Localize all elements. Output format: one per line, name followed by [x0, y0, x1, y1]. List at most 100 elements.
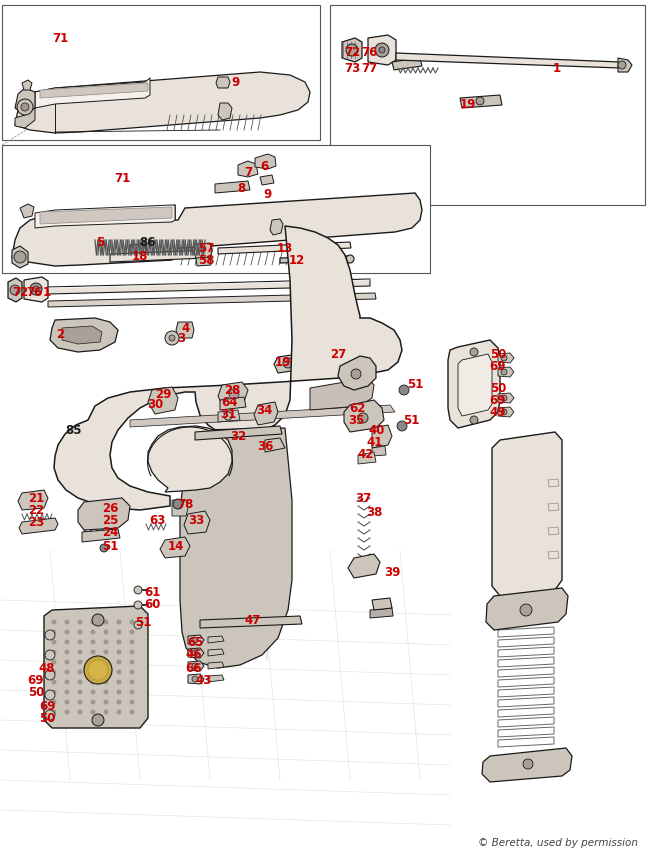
Polygon shape [218, 103, 232, 120]
Polygon shape [48, 293, 376, 307]
Text: 77: 77 [361, 62, 377, 75]
Text: 5: 5 [96, 237, 104, 249]
Text: 39: 39 [384, 566, 400, 579]
Text: 27: 27 [330, 348, 346, 361]
Polygon shape [265, 438, 285, 452]
Text: 76: 76 [26, 286, 42, 299]
Circle shape [116, 679, 122, 685]
Polygon shape [548, 527, 559, 535]
Circle shape [77, 619, 83, 624]
Circle shape [51, 699, 57, 704]
Circle shape [346, 44, 358, 56]
Circle shape [375, 43, 389, 57]
Circle shape [10, 285, 20, 295]
Text: 6: 6 [260, 159, 268, 173]
Circle shape [129, 619, 135, 624]
Polygon shape [358, 452, 376, 464]
Polygon shape [188, 674, 204, 684]
Circle shape [51, 630, 57, 635]
Circle shape [129, 710, 135, 715]
Text: 69: 69 [489, 360, 506, 373]
Circle shape [90, 660, 96, 665]
Circle shape [501, 355, 507, 361]
Circle shape [165, 331, 179, 345]
Circle shape [103, 649, 109, 654]
Polygon shape [368, 35, 396, 65]
Text: 14: 14 [168, 539, 184, 552]
Text: 41: 41 [367, 437, 384, 450]
Text: 38: 38 [366, 506, 382, 519]
Polygon shape [35, 205, 175, 228]
Text: 76: 76 [361, 46, 377, 58]
Circle shape [129, 669, 135, 674]
Polygon shape [254, 402, 278, 425]
Polygon shape [618, 58, 632, 72]
Polygon shape [220, 397, 246, 410]
Polygon shape [372, 598, 392, 610]
Circle shape [229, 389, 239, 399]
Polygon shape [196, 257, 211, 266]
Text: 57: 57 [198, 242, 214, 255]
Polygon shape [208, 636, 224, 643]
Circle shape [379, 47, 385, 53]
Circle shape [103, 690, 109, 695]
Circle shape [523, 759, 533, 769]
Circle shape [92, 714, 104, 726]
Polygon shape [344, 400, 384, 432]
Polygon shape [218, 382, 248, 405]
Circle shape [64, 710, 70, 715]
Polygon shape [460, 95, 502, 108]
Polygon shape [188, 635, 204, 645]
Polygon shape [216, 77, 230, 88]
Circle shape [134, 586, 142, 594]
Circle shape [51, 619, 57, 624]
Text: 69: 69 [489, 394, 506, 407]
Circle shape [116, 669, 122, 674]
Circle shape [103, 640, 109, 644]
Circle shape [103, 630, 109, 635]
Polygon shape [208, 649, 224, 656]
Text: 13: 13 [277, 242, 293, 255]
Circle shape [397, 421, 407, 431]
Text: 69: 69 [28, 673, 44, 686]
Circle shape [134, 621, 142, 629]
Circle shape [64, 669, 70, 674]
Polygon shape [238, 161, 258, 177]
Circle shape [116, 699, 122, 704]
Circle shape [358, 561, 368, 571]
Circle shape [501, 369, 507, 375]
Text: 19: 19 [460, 97, 476, 110]
Polygon shape [200, 616, 302, 628]
Polygon shape [78, 498, 130, 530]
Circle shape [90, 619, 96, 624]
Circle shape [129, 699, 135, 704]
Polygon shape [492, 432, 562, 596]
Text: 63: 63 [149, 513, 165, 526]
Circle shape [64, 660, 70, 665]
Circle shape [470, 416, 478, 424]
Polygon shape [548, 551, 559, 559]
Polygon shape [208, 662, 224, 669]
Text: © Beretta, used by permission: © Beretta, used by permission [478, 838, 638, 848]
Text: 28: 28 [224, 384, 240, 397]
Circle shape [129, 679, 135, 685]
Text: 18: 18 [132, 249, 148, 262]
Circle shape [28, 495, 38, 505]
Bar [2, 5, 320, 140]
Text: 50: 50 [28, 686, 44, 699]
Text: 66: 66 [186, 661, 202, 674]
Circle shape [192, 518, 202, 528]
Polygon shape [8, 278, 22, 302]
Circle shape [470, 348, 478, 356]
Polygon shape [218, 410, 240, 422]
Polygon shape [148, 426, 232, 492]
Circle shape [103, 710, 109, 715]
Circle shape [192, 637, 198, 643]
Text: 32: 32 [230, 429, 246, 443]
Circle shape [90, 690, 96, 695]
Circle shape [90, 649, 96, 654]
Polygon shape [548, 503, 559, 511]
Circle shape [283, 358, 293, 368]
Circle shape [116, 619, 122, 624]
Polygon shape [372, 425, 392, 448]
